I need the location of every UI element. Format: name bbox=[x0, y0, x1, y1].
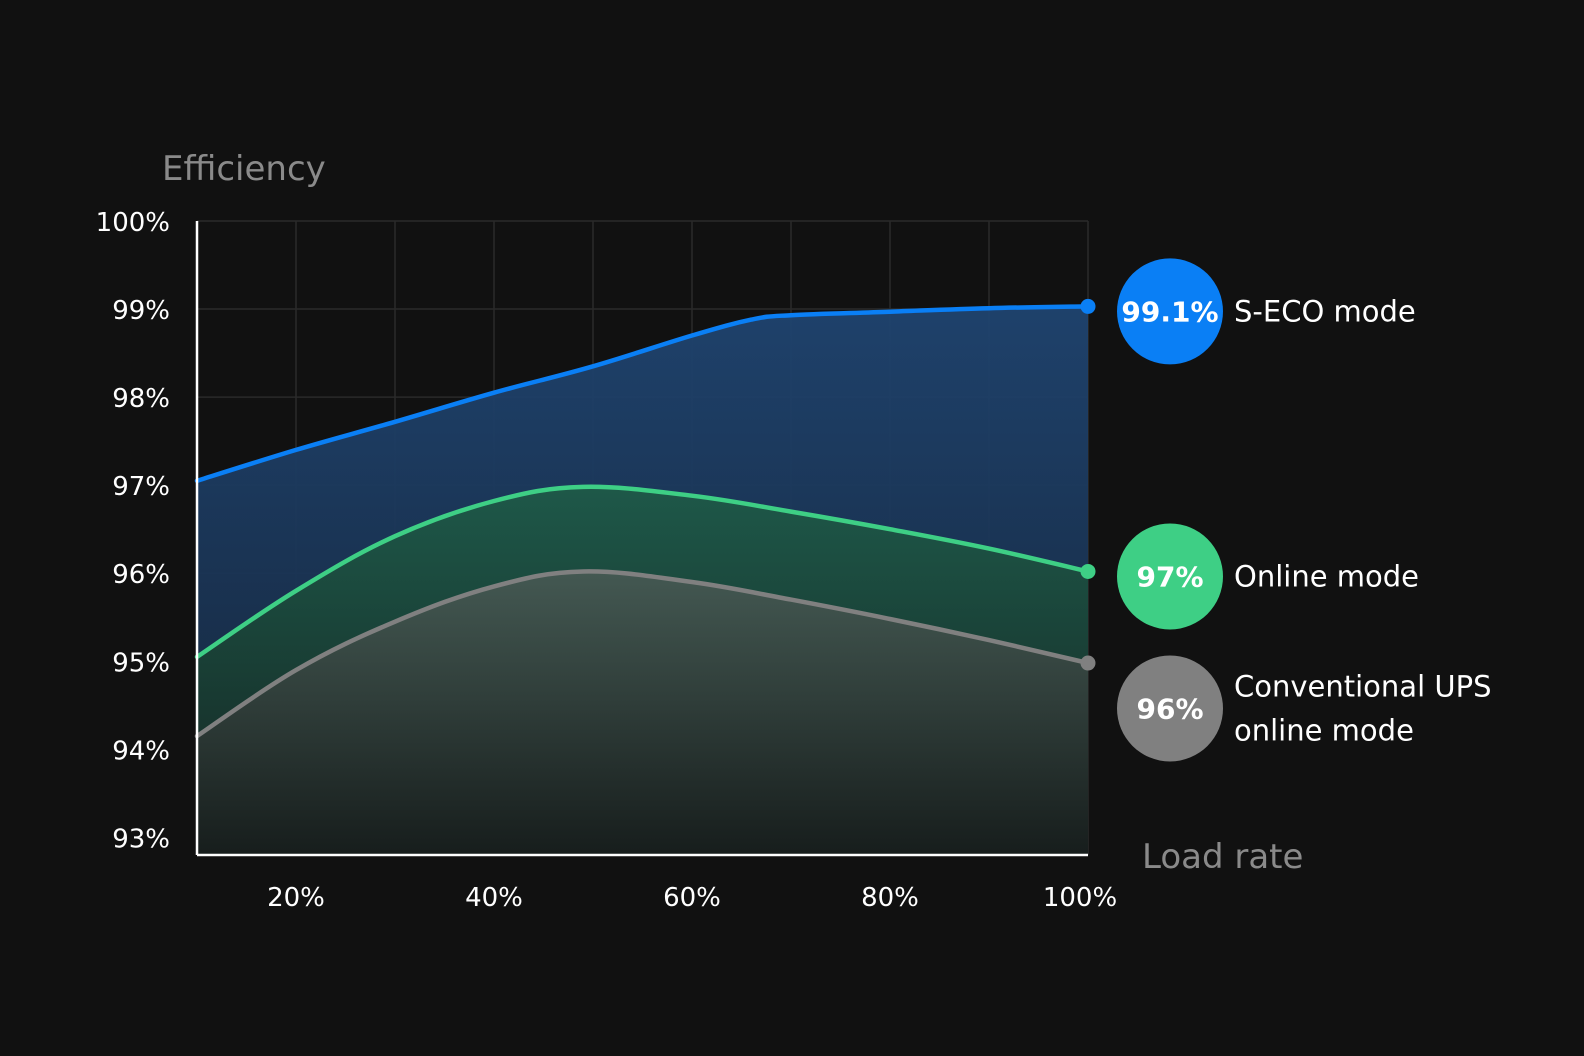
legend-label: Online mode bbox=[1234, 559, 1419, 593]
legend: 99.1% S-ECO mode 97% Online mode 96% Conventi… bbox=[1117, 258, 1491, 762]
legend-badge-s-eco-mode bbox=[1117, 258, 1223, 365]
x-axis-title: Load rate bbox=[1142, 837, 1303, 877]
x-tick-label: 20% bbox=[267, 883, 325, 913]
area-conventional-ups-online-mode bbox=[197, 571, 1088, 855]
legend-label: S-ECO mode bbox=[1234, 294, 1416, 328]
line-online-mode bbox=[194, 484, 1091, 660]
end-point-s-eco-mode bbox=[1080, 298, 1096, 314]
x-tick-label: 80% bbox=[861, 883, 919, 913]
end-point-conventional-ups-online-mode bbox=[1080, 655, 1096, 671]
y-tick-label: 93% bbox=[112, 824, 170, 854]
end-point-online-mode bbox=[1080, 563, 1096, 579]
y-tick-label: 100% bbox=[96, 208, 170, 238]
tick-labels: 100% 99% 98% 97% 96% 95% 94% 93% 20% 40% 60% 80% 100… bbox=[96, 208, 1118, 913]
y-tick-label: 97% bbox=[112, 472, 170, 502]
line-s-eco-mode bbox=[194, 304, 1091, 484]
legend-badge-conventional-ups-online-mode bbox=[1117, 655, 1223, 762]
x-tick-label: 100% bbox=[1043, 883, 1117, 913]
x-tick-label: 40% bbox=[465, 883, 523, 913]
y-tick-label: 94% bbox=[112, 736, 170, 766]
y-tick-label: 99% bbox=[112, 296, 170, 326]
y-tick-label: 96% bbox=[112, 560, 170, 590]
legend-badge-value: 97% bbox=[1136, 560, 1203, 593]
series-lines bbox=[194, 298, 1096, 739]
line-conventional-ups-online-mode bbox=[194, 569, 1091, 739]
legend-badge-online-mode bbox=[1117, 523, 1223, 630]
legend-label: Conventional UPS bbox=[1234, 669, 1491, 703]
x-tick-label: 60% bbox=[663, 883, 721, 913]
y-tick-label: 98% bbox=[112, 384, 170, 414]
area-fills bbox=[197, 306, 1088, 855]
axes bbox=[195, 221, 1088, 857]
legend-badge-value: 99.1% bbox=[1121, 295, 1218, 328]
y-axis-title: Efficiency bbox=[162, 149, 326, 189]
y-tick-label: 95% bbox=[112, 648, 170, 678]
legend-label: online mode bbox=[1234, 713, 1414, 747]
legend-badge-value: 96% bbox=[1136, 692, 1203, 725]
